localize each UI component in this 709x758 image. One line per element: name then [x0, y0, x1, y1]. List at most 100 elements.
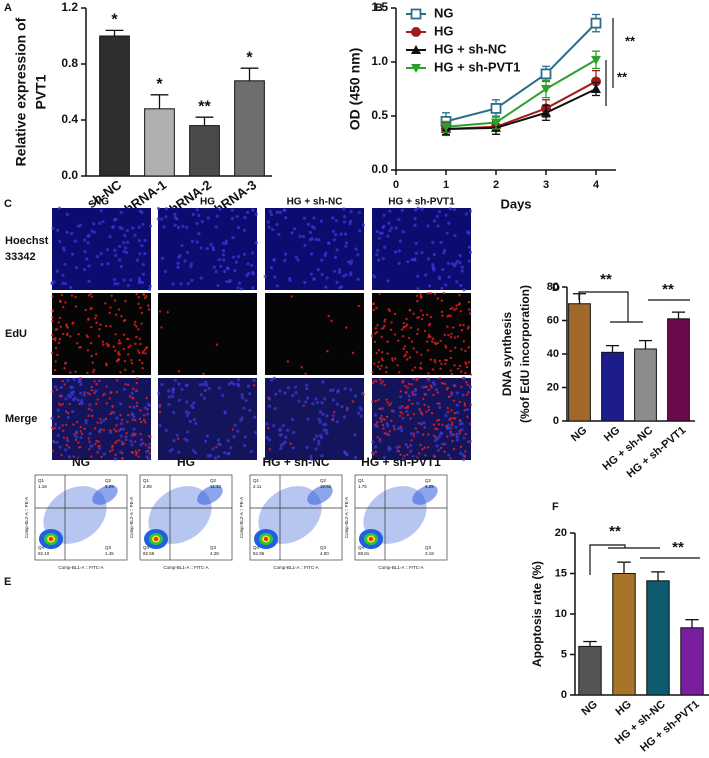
nucleus [199, 393, 203, 397]
nucleus [455, 391, 459, 395]
nucleus [371, 274, 376, 278]
edu-cell [136, 451, 139, 455]
edu-cell [75, 431, 78, 435]
edu-cell [373, 362, 376, 365]
edu-cell [90, 409, 93, 412]
nucleus [53, 385, 57, 389]
edu-cell [452, 326, 455, 329]
nucleus [214, 270, 218, 274]
edu-cell [88, 393, 92, 396]
edu-cell [145, 294, 148, 298]
nucleus [139, 443, 143, 447]
edu-cell [78, 446, 82, 449]
edu-cell [90, 455, 93, 458]
edu-cell [55, 388, 59, 391]
edu-cell [402, 334, 405, 338]
quadrant-name: Q1 [143, 478, 150, 483]
edu-cell [79, 346, 83, 349]
edu-cell [425, 313, 429, 317]
edu-cell [407, 398, 411, 402]
edu-cell [463, 402, 467, 405]
nucleus [119, 264, 123, 269]
nucleus [454, 425, 458, 429]
edu-cell [54, 337, 57, 340]
series-line [445, 22, 597, 123]
edu-cell [61, 379, 64, 383]
nucleus [202, 396, 207, 400]
edu-cell [381, 380, 384, 383]
nucleus [175, 433, 179, 437]
edu-cell [114, 441, 117, 445]
nucleus [162, 225, 166, 229]
nucleus [324, 422, 328, 426]
edu-cell [421, 433, 425, 436]
nucleus [119, 434, 123, 438]
edu-cell [79, 426, 83, 429]
edu-cell [445, 359, 449, 362]
edu-cell [466, 383, 469, 386]
y-tick-label: 0.0 [371, 162, 388, 176]
nucleus [401, 416, 405, 420]
edu-cell [464, 361, 467, 364]
edu-cell [469, 373, 473, 376]
nucleus [224, 239, 228, 243]
edu-cell [417, 422, 421, 425]
nucleus [230, 216, 234, 221]
edu-cell [131, 432, 135, 435]
nucleus [102, 418, 106, 422]
edu-cell [70, 294, 74, 297]
nucleus [380, 417, 384, 421]
nucleus [386, 234, 390, 238]
edu-cell [375, 351, 378, 355]
panel-label: C [4, 198, 12, 210]
nucleus [189, 262, 194, 266]
marker [591, 76, 601, 87]
nucleus [353, 456, 358, 460]
nucleus [99, 420, 103, 425]
edu-cell [176, 437, 180, 440]
nucleus [245, 273, 249, 278]
nucleus [453, 264, 457, 268]
nucleus [76, 456, 81, 460]
nucleus [193, 451, 198, 455]
nucleus [397, 261, 401, 266]
edu-cell [76, 342, 79, 345]
edu-cell [133, 323, 136, 326]
edu-cell [378, 292, 381, 295]
edu-cell [459, 445, 463, 449]
edu-cell [110, 294, 113, 297]
nucleus [184, 410, 188, 414]
edu-cell [372, 308, 375, 312]
edu-cell [459, 370, 463, 373]
edu-cell [105, 362, 108, 365]
nucleus [400, 428, 404, 432]
edu-cell [59, 299, 62, 303]
nucleus [343, 450, 347, 455]
nucleus [265, 436, 269, 440]
cloud [363, 486, 427, 544]
bar [634, 348, 657, 422]
edu-cell [411, 393, 414, 396]
nucleus [303, 280, 307, 285]
nucleus [139, 438, 144, 442]
edu-cell [109, 429, 112, 432]
edu-cell [408, 356, 412, 359]
nucleus [79, 435, 83, 440]
edu-cell [456, 367, 460, 370]
nucleus [164, 215, 168, 219]
edu-cell [420, 353, 423, 357]
edu-cell [403, 454, 406, 458]
nucleus [397, 249, 401, 253]
edu-cell [453, 411, 457, 415]
nucleus [160, 217, 164, 221]
nucleus [130, 443, 134, 447]
nucleus [278, 433, 282, 437]
nucleus [386, 424, 390, 428]
nucleus [178, 254, 182, 258]
edu-cell [426, 292, 430, 295]
edu-cell [402, 321, 406, 325]
edu-cell [51, 309, 55, 312]
edu-cell [99, 428, 103, 431]
edu-cell [124, 299, 127, 303]
nucleus [333, 269, 337, 273]
